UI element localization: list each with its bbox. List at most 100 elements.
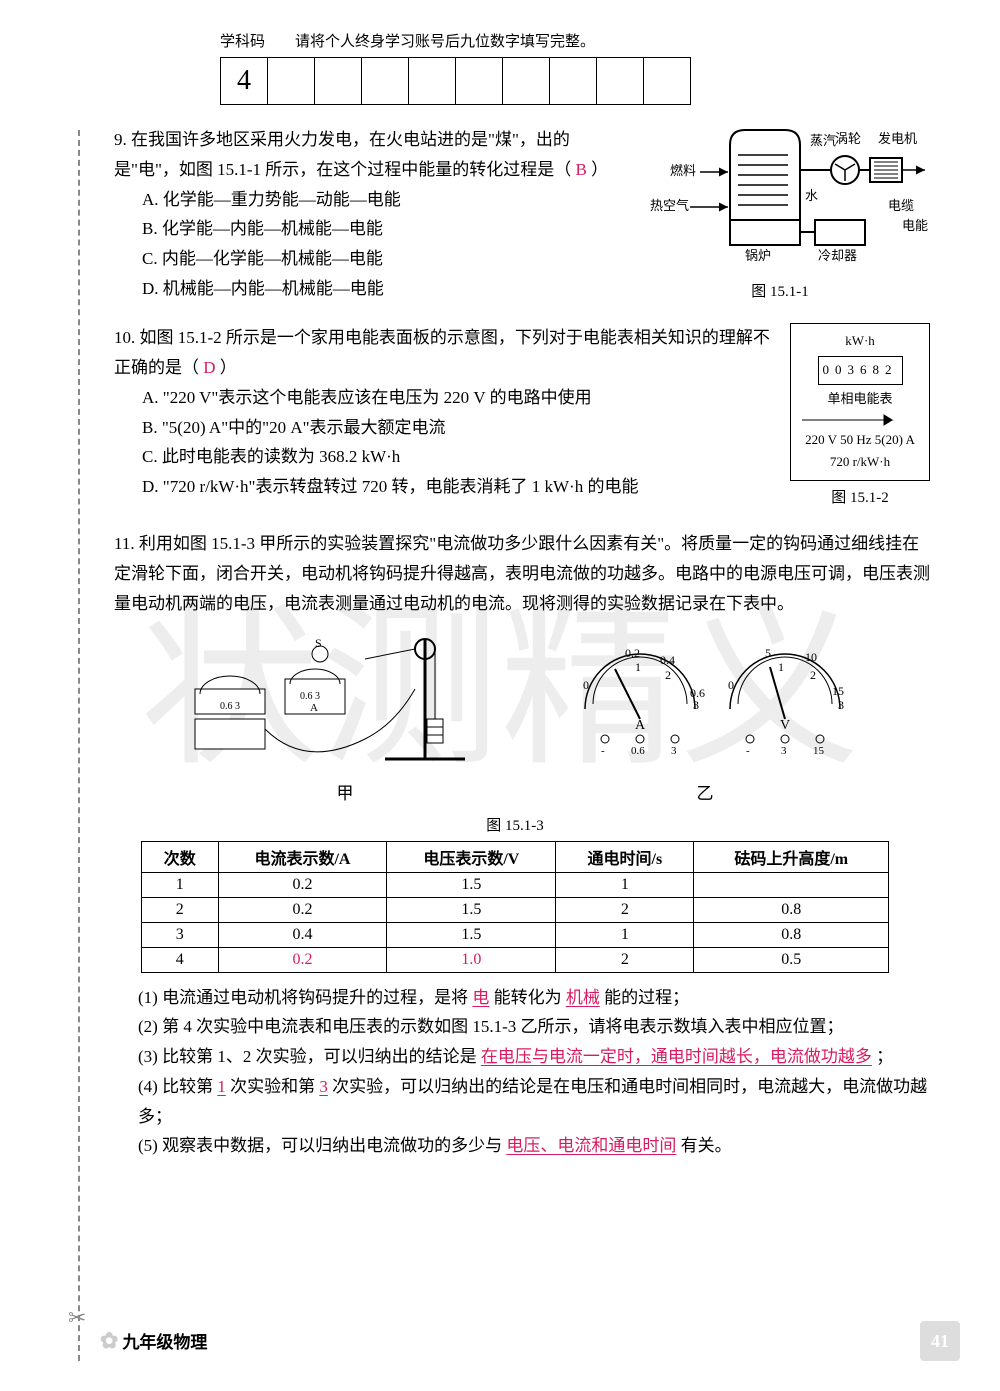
s1-c: 能的过程； bbox=[604, 988, 689, 1007]
table-header: 次数 bbox=[142, 841, 219, 872]
svg-text:0.6 3: 0.6 3 bbox=[300, 691, 320, 702]
table-row: 10.21.51 bbox=[142, 872, 889, 897]
table-row: 20.21.520.8 bbox=[142, 897, 889, 922]
svg-text:15: 15 bbox=[813, 745, 825, 757]
s3-b: ； bbox=[876, 1047, 893, 1066]
meter-reading: 003682 bbox=[818, 356, 903, 385]
table-cell: 1.5 bbox=[387, 922, 556, 947]
table-cell: 0.2 bbox=[218, 897, 387, 922]
svg-text:0.4: 0.4 bbox=[660, 653, 675, 667]
svg-text:3: 3 bbox=[671, 745, 677, 757]
svg-text:V: V bbox=[780, 718, 790, 733]
svg-text:-: - bbox=[601, 745, 605, 757]
table-cell: 4 bbox=[142, 947, 219, 972]
figure-15-1-2-caption: 图 15.1-2 bbox=[790, 485, 930, 511]
header-instruction: 请将个人终身学习账号后九位数字填写完整。 bbox=[295, 30, 595, 51]
svg-text:10: 10 bbox=[805, 650, 817, 664]
s2: (2) 第 4 次实验中电流表和电压表的示数如图 15.1-3 乙所示，请将电表… bbox=[90, 1012, 940, 1042]
figure-15-1-3-yi: 0 0.2 0.4 1 2 0.6 3 A - 0.6 3 0 5 10 1 bbox=[565, 629, 845, 804]
table-cell: 3 bbox=[142, 922, 219, 947]
table-cell: 1.0 bbox=[387, 947, 556, 972]
svg-text:3: 3 bbox=[781, 745, 787, 757]
code-box-4[interactable] bbox=[408, 57, 456, 105]
table-header: 砝码上升高度/m bbox=[694, 841, 889, 872]
table-cell: 1 bbox=[142, 872, 219, 897]
table-header: 电流表示数/A bbox=[218, 841, 387, 872]
table-cell: 2 bbox=[556, 897, 694, 922]
svg-text:2: 2 bbox=[665, 668, 671, 682]
table-cell: 1.5 bbox=[387, 872, 556, 897]
label-fuel: 燃料 bbox=[670, 163, 696, 178]
s1-ans1: 电 bbox=[472, 988, 489, 1007]
label-hot-air: 热空气 bbox=[650, 198, 689, 213]
page-number-badge: 41 bbox=[920, 1321, 960, 1361]
sub-caption-jia: 甲 bbox=[185, 779, 505, 804]
s5-b: 有关。 bbox=[681, 1136, 732, 1155]
table-cell: 1.5 bbox=[387, 897, 556, 922]
figure-15-1-1-caption: 图 15.1-1 bbox=[630, 279, 930, 305]
q10-suffix: ） bbox=[220, 358, 237, 377]
table-cell: 1 bbox=[556, 922, 694, 947]
code-box-8[interactable] bbox=[596, 57, 644, 105]
code-box-5[interactable] bbox=[455, 57, 503, 105]
s4-a: (4) 比较第 bbox=[138, 1077, 213, 1096]
code-box-6[interactable] bbox=[502, 57, 550, 105]
label-water: 水 bbox=[805, 188, 818, 203]
subject-code-label: 学科码 bbox=[220, 30, 265, 51]
perforation-line bbox=[78, 130, 80, 1361]
table-header: 电压表示数/V bbox=[387, 841, 556, 872]
code-box-9[interactable] bbox=[643, 57, 691, 105]
table-cell: 2 bbox=[142, 897, 219, 922]
table-cell: 0.8 bbox=[694, 922, 889, 947]
s1-a: (1) 电流通过电动机将钩码提升的过程，是将 bbox=[138, 988, 468, 1007]
s3-ans: 在电压与电流一定时，通电时间越长，电流做功越多 bbox=[481, 1047, 872, 1066]
table-cell: 0.5 bbox=[694, 947, 889, 972]
meter-label: 单相电能表 bbox=[797, 388, 923, 411]
svg-text:2: 2 bbox=[810, 668, 816, 682]
table-cell: 0.2 bbox=[218, 872, 387, 897]
s1-b: 能转化为 bbox=[494, 988, 562, 1007]
figure-15-1-3-caption: 图 15.1-3 bbox=[90, 814, 940, 835]
meter-spec2: 720 r/kW·h bbox=[797, 451, 923, 474]
meter-unit: kW·h bbox=[797, 330, 923, 353]
q9-suffix: ） bbox=[591, 160, 608, 179]
label-cable: 电缆 bbox=[888, 198, 914, 213]
table-cell: 0.2 bbox=[218, 947, 387, 972]
s3-a: (3) 比较第 1、2 次实验，可以归纳出的结论是 bbox=[138, 1047, 477, 1066]
label-steam: 蒸汽 bbox=[810, 133, 836, 148]
svg-text:15: 15 bbox=[832, 684, 844, 698]
svg-text:0.2: 0.2 bbox=[625, 646, 640, 660]
gear-icon: ✿ bbox=[100, 1328, 118, 1353]
svg-text:1: 1 bbox=[635, 660, 641, 674]
code-box-2[interactable] bbox=[314, 57, 362, 105]
table-cell: 2 bbox=[556, 947, 694, 972]
code-box-7[interactable] bbox=[549, 57, 597, 105]
label-cooler: 冷却器 bbox=[818, 248, 857, 263]
account-code-boxes[interactable]: 4 bbox=[220, 57, 940, 105]
svg-text:3: 3 bbox=[838, 698, 844, 712]
svg-text:3: 3 bbox=[693, 698, 699, 712]
table-row: 40.21.020.5 bbox=[142, 947, 889, 972]
experiment-data-table: 次数电流表示数/A电压表示数/V通电时间/s砝码上升高度/m 10.21.512… bbox=[141, 841, 889, 973]
q11-text: 11. 利用如图 15.1-3 甲所示的实验装置探究"电流做功多少跟什么因素有关… bbox=[114, 534, 930, 613]
svg-text:0: 0 bbox=[728, 678, 734, 692]
svg-text:0: 0 bbox=[583, 678, 589, 692]
code-box-1[interactable] bbox=[267, 57, 315, 105]
svg-text:1: 1 bbox=[778, 660, 784, 674]
svg-text:A: A bbox=[310, 702, 318, 714]
svg-text:-: - bbox=[746, 745, 750, 757]
code-box-3[interactable] bbox=[361, 57, 409, 105]
meter-spec1: 220 V 50 Hz 5(20) A bbox=[797, 429, 923, 452]
table-cell bbox=[694, 872, 889, 897]
figure-15-1-1: 蒸汽 涡轮 发电机 燃料 热空气 水 锅炉 bbox=[630, 125, 930, 305]
s1-ans2: 机械 bbox=[566, 988, 600, 1007]
s4-ans1: 1 bbox=[217, 1077, 226, 1096]
svg-text:S: S bbox=[315, 636, 322, 650]
label-generator: 发电机 bbox=[878, 131, 917, 146]
s5-ans: 电压、电流和通电时间 bbox=[506, 1136, 676, 1155]
table-cell: 1 bbox=[556, 872, 694, 897]
svg-text:0.6: 0.6 bbox=[631, 745, 645, 757]
s5-a: (5) 观察表中数据，可以归纳出电流做功的多少与 bbox=[138, 1136, 502, 1155]
s4-b: 次实验和第 bbox=[230, 1077, 315, 1096]
table-header: 通电时间/s bbox=[556, 841, 694, 872]
